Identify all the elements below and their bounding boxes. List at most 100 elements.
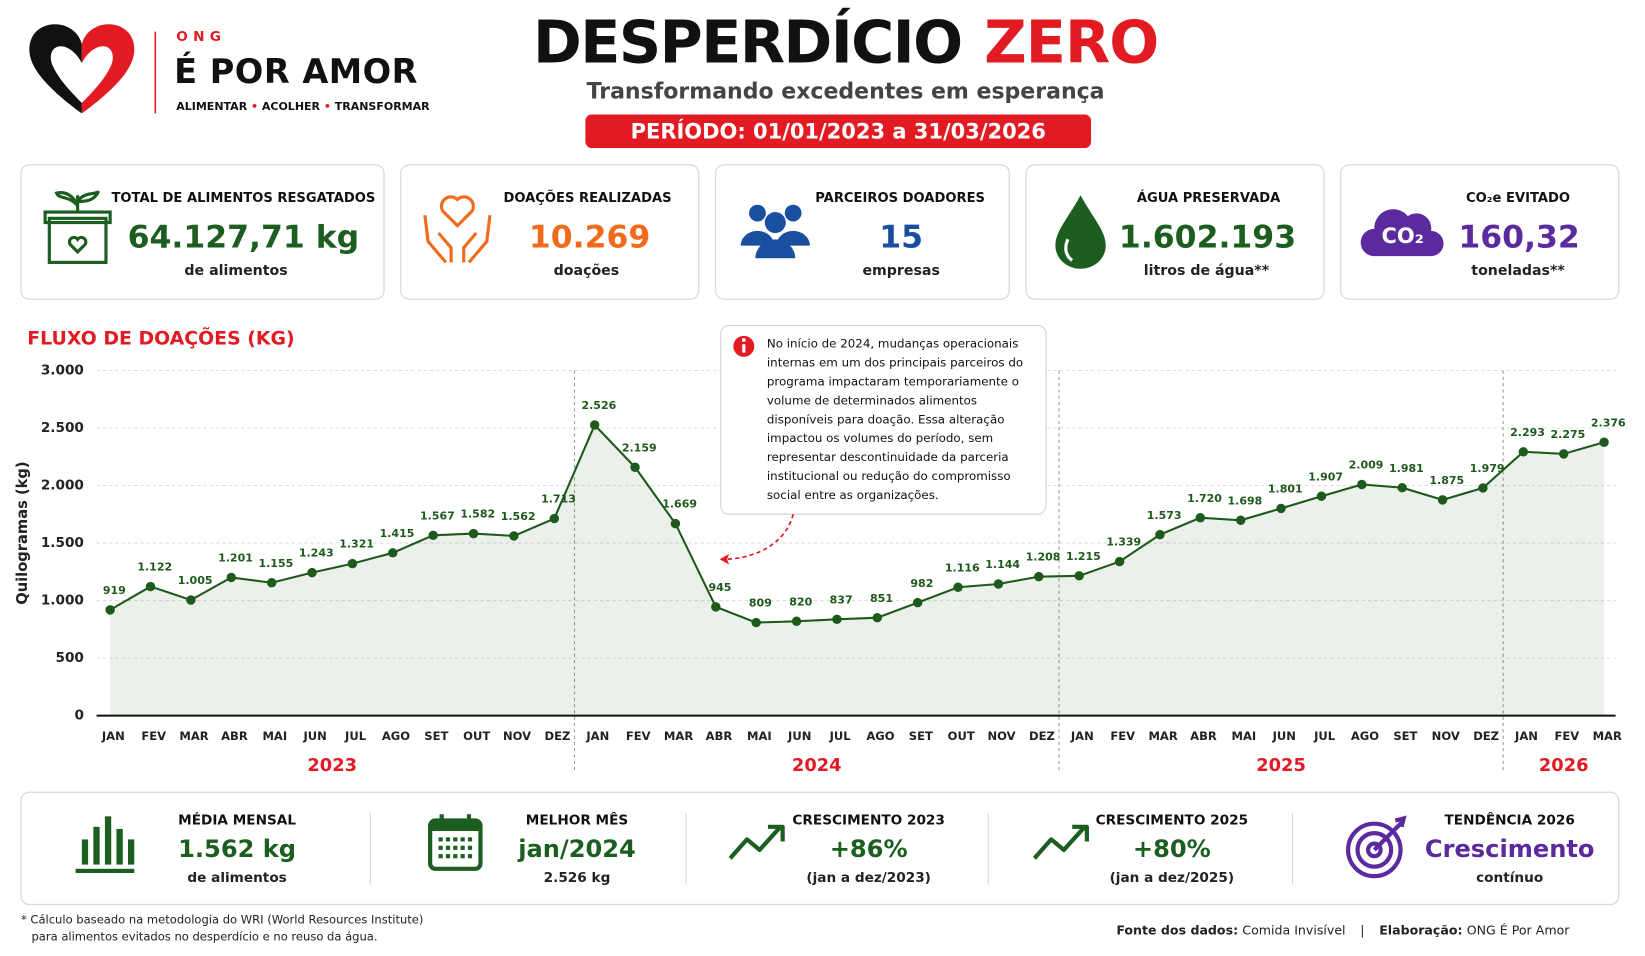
y-tick-label: 3.000 bbox=[41, 362, 84, 378]
icon-hands bbox=[423, 195, 492, 264]
logo-tagline: ALIMENTAR • ACOLHER • TRANSFORMAR bbox=[176, 100, 430, 113]
x-tick-label: MAI bbox=[1231, 729, 1256, 743]
point bbox=[428, 530, 438, 541]
footnote: para alimentos evitados no desperdício e… bbox=[31, 929, 377, 943]
footnote: * Cálculo baseado na metodologia do WRI … bbox=[21, 913, 423, 927]
summary-panel: MÉDIA MENSAL 1.562 kg de alimentos MELHO… bbox=[20, 791, 1620, 906]
point bbox=[993, 579, 1004, 589]
icon-part bbox=[116, 828, 123, 865]
x-tick-label: JUL bbox=[344, 729, 367, 743]
kpi-card bbox=[400, 164, 700, 300]
icon-part bbox=[764, 212, 786, 234]
kpi-unit: de alimentos bbox=[184, 263, 287, 279]
point bbox=[226, 572, 237, 583]
summary-value: +80% bbox=[1133, 835, 1211, 863]
x-tick-label: JAN bbox=[1514, 729, 1538, 743]
summary-value: jan/2024 bbox=[517, 835, 636, 863]
point bbox=[953, 582, 963, 592]
data-label: 1.208 bbox=[1026, 551, 1061, 564]
kpi-unit: toneladas** bbox=[1471, 263, 1565, 279]
x-tick-label: JAN bbox=[585, 729, 609, 743]
y-tick-label: 2.500 bbox=[41, 420, 84, 436]
x-tick-label: JUN bbox=[303, 729, 327, 743]
data-label: 1.201 bbox=[218, 552, 253, 565]
data-label: 1.698 bbox=[1227, 494, 1262, 507]
icon-part bbox=[438, 837, 473, 859]
data-label: 1.713 bbox=[541, 493, 576, 506]
data-label: 1.005 bbox=[178, 574, 213, 587]
line-chart: 0 500 1.000 1.500 2.000 2.500 3.000 2023 2024 202… bbox=[41, 362, 1626, 776]
annotation: No início de 2024, mudanças operacionais… bbox=[719, 324, 1047, 565]
data-label: 1.415 bbox=[380, 527, 415, 540]
x-tick-label: SET bbox=[424, 729, 448, 743]
x-tick-label: FEV bbox=[626, 729, 651, 743]
summary-title: CRESCIMENTO 2023 bbox=[792, 813, 945, 829]
point bbox=[791, 616, 802, 627]
data-label: 1.122 bbox=[137, 561, 172, 574]
annotation-arrowhead bbox=[719, 554, 730, 565]
summary-sub: (jan a dez/2023) bbox=[806, 870, 931, 886]
point bbox=[307, 567, 317, 578]
data-label: 2.376 bbox=[1591, 416, 1626, 429]
x-tick-label: JAN bbox=[1070, 729, 1094, 743]
data-label: 1.573 bbox=[1147, 509, 1182, 522]
point bbox=[1034, 571, 1044, 582]
kpi-title: PARCEIROS DOADORES bbox=[815, 191, 985, 206]
tagline-word: TRANSFORMAR bbox=[335, 100, 430, 113]
point bbox=[1357, 479, 1367, 490]
icon-part bbox=[423, 215, 453, 264]
tagline-bullet: • bbox=[247, 100, 262, 113]
x-tick-label: AGO bbox=[1351, 729, 1379, 743]
x-tick-label: MAI bbox=[262, 729, 287, 743]
x-tick-label: FEV bbox=[141, 729, 166, 743]
title-accent: ZERO bbox=[984, 7, 1159, 76]
icon-part bbox=[1346, 821, 1403, 879]
year-label: 2026 bbox=[1539, 755, 1589, 776]
data-label: 1.116 bbox=[945, 561, 980, 574]
kpi-title: DOAÇÕES REALIZADAS bbox=[503, 190, 671, 206]
x-tick-label: AGO bbox=[382, 729, 410, 743]
x-tick-label: MAR bbox=[1593, 729, 1622, 743]
annotation-line: representar descontinuidade da parceria bbox=[767, 450, 1009, 464]
point bbox=[872, 612, 883, 623]
point bbox=[266, 578, 277, 588]
year-label: 2023 bbox=[307, 755, 357, 776]
y-tick-label: 0 bbox=[74, 708, 83, 724]
icon-part bbox=[104, 816, 112, 865]
summary-value: +86% bbox=[830, 835, 908, 863]
point bbox=[1235, 515, 1246, 525]
x-tick-label: ABR bbox=[221, 729, 248, 743]
point bbox=[1518, 447, 1529, 457]
x-tick-label: SET bbox=[909, 729, 933, 743]
y-tick-label: 1.500 bbox=[41, 535, 84, 551]
data-label: 1.562 bbox=[501, 510, 536, 523]
annotation-line: disponíveis para doação. Essa alteração bbox=[767, 412, 1005, 426]
point bbox=[670, 518, 681, 529]
area bbox=[110, 425, 1605, 716]
data-label: 851 bbox=[870, 592, 893, 605]
icon-part bbox=[93, 826, 100, 865]
point bbox=[347, 558, 358, 569]
icon-cloud bbox=[1360, 209, 1444, 257]
icon-drop-shine bbox=[1064, 238, 1074, 262]
summary-sub: de alimentos bbox=[187, 870, 286, 886]
tagline-word: ALIMENTAR bbox=[176, 100, 247, 113]
data-label: 2.009 bbox=[1349, 459, 1384, 472]
summary-value: 1.562 kg bbox=[178, 835, 296, 863]
point bbox=[589, 420, 600, 430]
data-label: 1.582 bbox=[460, 508, 495, 521]
summary-title: TENDÊNCIA 2026 bbox=[1445, 811, 1575, 829]
data-label: 1.339 bbox=[1106, 536, 1141, 549]
data-label: 837 bbox=[830, 593, 853, 606]
data-label: 1.981 bbox=[1389, 462, 1424, 475]
title-main: DESPERDÍCIO bbox=[533, 7, 963, 76]
x-tick-label: NOV bbox=[503, 729, 531, 743]
icon-part bbox=[47, 216, 108, 264]
tagline-bullet: • bbox=[320, 100, 335, 113]
data-label: 1.720 bbox=[1187, 492, 1222, 505]
credit-separator: | bbox=[1360, 922, 1364, 937]
kpi-card bbox=[714, 164, 1010, 300]
annotation-line: impactou os volumes do período, sem bbox=[767, 431, 993, 445]
icon-part bbox=[466, 814, 472, 825]
